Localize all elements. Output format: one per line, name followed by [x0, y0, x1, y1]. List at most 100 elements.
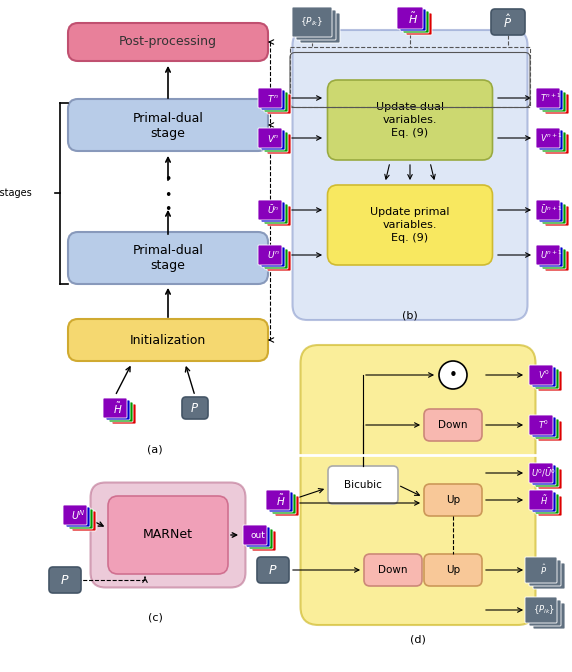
FancyBboxPatch shape	[72, 511, 96, 531]
Text: $V^n$: $V^n$	[267, 132, 279, 144]
Text: Down: Down	[378, 565, 408, 575]
Text: Bicubic: Bicubic	[344, 480, 382, 490]
Text: N stages: N stages	[0, 188, 31, 198]
Text: variables.: variables.	[383, 115, 437, 125]
FancyBboxPatch shape	[529, 415, 553, 435]
FancyBboxPatch shape	[269, 492, 293, 512]
FancyBboxPatch shape	[532, 465, 556, 485]
Text: (a): (a)	[147, 445, 163, 455]
FancyBboxPatch shape	[539, 130, 563, 150]
FancyBboxPatch shape	[539, 247, 563, 267]
FancyBboxPatch shape	[533, 563, 565, 589]
Text: $\hat{P}$: $\hat{P}$	[541, 562, 547, 577]
FancyBboxPatch shape	[68, 319, 268, 361]
FancyBboxPatch shape	[261, 202, 285, 222]
FancyBboxPatch shape	[538, 469, 562, 489]
FancyBboxPatch shape	[328, 185, 492, 265]
Text: Primal-dual: Primal-dual	[133, 112, 204, 124]
FancyBboxPatch shape	[246, 527, 270, 547]
Text: (c): (c)	[148, 613, 162, 623]
Text: $T^n$: $T^n$	[267, 93, 279, 103]
FancyBboxPatch shape	[261, 130, 285, 150]
Text: $\bar{U}^n$: $\bar{U}^n$	[267, 204, 279, 216]
FancyBboxPatch shape	[545, 134, 569, 154]
FancyBboxPatch shape	[267, 206, 291, 226]
FancyBboxPatch shape	[538, 421, 562, 441]
FancyBboxPatch shape	[275, 496, 299, 516]
FancyBboxPatch shape	[536, 245, 560, 265]
FancyBboxPatch shape	[264, 92, 288, 112]
Text: $V^0$: $V^0$	[538, 369, 550, 381]
Text: $V^{n+1}$: $V^{n+1}$	[540, 132, 562, 144]
FancyBboxPatch shape	[535, 369, 559, 389]
FancyBboxPatch shape	[538, 371, 562, 391]
Text: stage: stage	[150, 259, 185, 273]
FancyBboxPatch shape	[68, 23, 268, 61]
FancyBboxPatch shape	[182, 397, 208, 419]
FancyBboxPatch shape	[542, 204, 566, 224]
FancyBboxPatch shape	[261, 90, 285, 110]
Text: •
•
•: • • •	[164, 173, 172, 216]
FancyBboxPatch shape	[264, 132, 288, 152]
FancyBboxPatch shape	[539, 202, 563, 222]
FancyBboxPatch shape	[108, 496, 228, 574]
FancyBboxPatch shape	[424, 484, 482, 516]
Text: $\tilde{H}$: $\tilde{H}$	[540, 493, 548, 507]
FancyBboxPatch shape	[536, 200, 560, 220]
FancyBboxPatch shape	[532, 417, 556, 437]
FancyBboxPatch shape	[63, 505, 87, 525]
Text: $\tilde{H}$: $\tilde{H}$	[408, 11, 418, 26]
Text: $\tilde{H}$: $\tilde{H}$	[276, 493, 286, 507]
FancyBboxPatch shape	[525, 557, 557, 583]
Text: Update dual: Update dual	[376, 102, 444, 112]
FancyBboxPatch shape	[90, 482, 245, 587]
Text: $\{P_{lk}\}$: $\{P_{lk}\}$	[300, 15, 324, 28]
FancyBboxPatch shape	[545, 251, 569, 271]
Text: (b): (b)	[402, 310, 418, 320]
FancyBboxPatch shape	[532, 367, 556, 387]
FancyBboxPatch shape	[542, 249, 566, 269]
FancyBboxPatch shape	[266, 490, 290, 510]
FancyBboxPatch shape	[542, 132, 566, 152]
Text: Initialization: Initialization	[130, 333, 206, 347]
FancyBboxPatch shape	[267, 94, 291, 114]
FancyBboxPatch shape	[68, 232, 268, 284]
Text: Eq. (9): Eq. (9)	[391, 128, 428, 138]
Text: $T^0$: $T^0$	[538, 419, 550, 431]
FancyBboxPatch shape	[292, 30, 527, 320]
FancyBboxPatch shape	[364, 554, 422, 586]
FancyBboxPatch shape	[258, 200, 282, 220]
Text: $P$: $P$	[268, 564, 278, 577]
FancyBboxPatch shape	[397, 7, 423, 29]
FancyBboxPatch shape	[258, 128, 282, 148]
FancyBboxPatch shape	[66, 507, 90, 527]
FancyBboxPatch shape	[532, 492, 556, 512]
Text: $U^N$: $U^N$	[70, 508, 85, 522]
FancyBboxPatch shape	[536, 128, 560, 148]
FancyBboxPatch shape	[328, 80, 492, 160]
FancyBboxPatch shape	[112, 404, 136, 424]
FancyBboxPatch shape	[49, 567, 81, 593]
Text: $P$: $P$	[60, 573, 70, 587]
FancyBboxPatch shape	[529, 600, 561, 626]
Text: $\bar{U}^{n+1}$: $\bar{U}^{n+1}$	[540, 204, 562, 216]
FancyBboxPatch shape	[300, 345, 535, 625]
Text: $\{P_{lk}\}$: $\{P_{lk}\}$	[533, 603, 555, 616]
FancyBboxPatch shape	[272, 494, 296, 514]
FancyBboxPatch shape	[258, 245, 282, 265]
FancyBboxPatch shape	[529, 560, 561, 586]
Text: $P$: $P$	[190, 401, 200, 415]
FancyBboxPatch shape	[264, 249, 288, 269]
FancyBboxPatch shape	[249, 529, 273, 549]
FancyBboxPatch shape	[103, 398, 127, 418]
FancyBboxPatch shape	[539, 90, 563, 110]
Text: Down: Down	[438, 420, 468, 430]
FancyBboxPatch shape	[400, 9, 426, 31]
Text: Primal-dual: Primal-dual	[133, 245, 204, 257]
Text: Up: Up	[446, 565, 460, 575]
Text: $U^{n+1}$: $U^{n+1}$	[539, 249, 562, 261]
Circle shape	[439, 361, 467, 389]
Text: $\hat{P}$: $\hat{P}$	[503, 13, 513, 31]
FancyBboxPatch shape	[252, 531, 276, 551]
FancyBboxPatch shape	[258, 88, 282, 108]
